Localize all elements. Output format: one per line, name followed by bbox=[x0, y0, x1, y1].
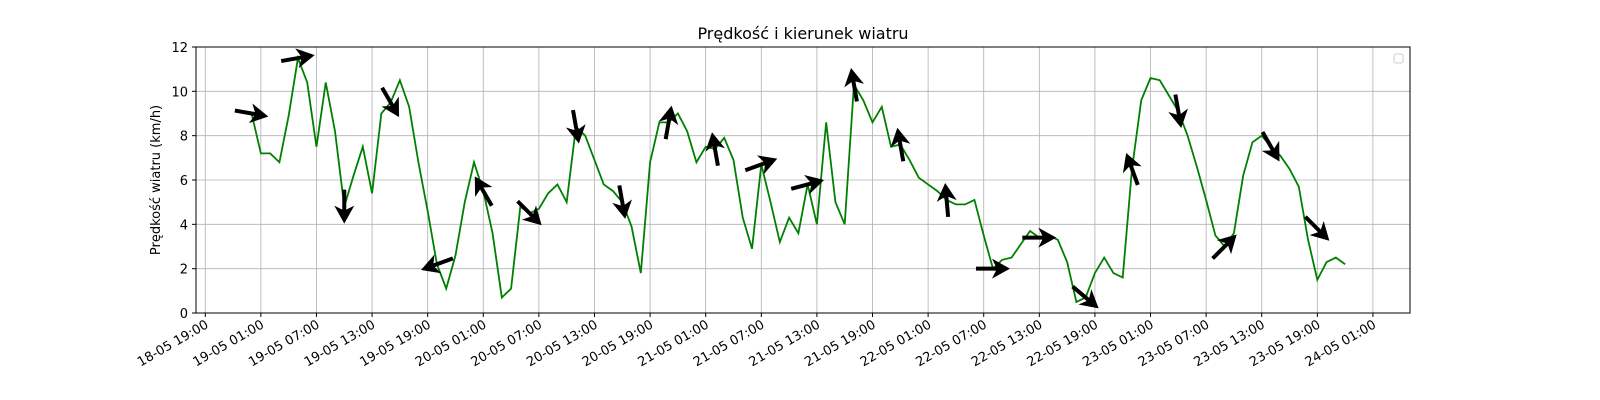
y-tick-label: 12 bbox=[171, 41, 188, 56]
wind-arrow bbox=[790, 175, 825, 195]
wind-arrow bbox=[1122, 152, 1142, 186]
wind-arrow bbox=[1022, 227, 1057, 248]
chart-title: Prędkość i kierunek wiatru bbox=[697, 24, 908, 43]
wind-arrow bbox=[1071, 285, 1099, 309]
wind-arrow bbox=[612, 185, 632, 219]
legend-box bbox=[1393, 53, 1404, 64]
y-tick-label: 0 bbox=[180, 307, 188, 322]
wind-arrow bbox=[936, 183, 957, 218]
y-axis-label: Prędkość wiatru (km/h) bbox=[149, 105, 164, 255]
wind-arrow bbox=[474, 176, 494, 207]
wind-arrow bbox=[516, 199, 542, 226]
wind-arrow bbox=[380, 86, 400, 118]
wind-arrow bbox=[420, 254, 454, 274]
wind-arrow bbox=[234, 103, 269, 124]
axes-frame bbox=[195, 46, 1411, 314]
wind-arrow bbox=[975, 258, 1010, 279]
y-tick-label: 8 bbox=[180, 130, 188, 145]
y-tick-label: 10 bbox=[171, 85, 188, 100]
wind-arrow bbox=[1260, 131, 1280, 162]
wind-arrow bbox=[565, 109, 586, 144]
wind-arrow bbox=[1168, 94, 1188, 129]
wind-arrow bbox=[334, 189, 355, 224]
wind-arrow bbox=[1303, 215, 1330, 241]
speed-line bbox=[250, 54, 1346, 304]
y-tick-label: 4 bbox=[180, 218, 188, 233]
y-tick-label: 2 bbox=[180, 263, 188, 278]
wind-arrow bbox=[844, 67, 864, 102]
wind-arrow bbox=[744, 155, 778, 175]
wind-arrow bbox=[280, 48, 315, 69]
y-tick-label: 6 bbox=[180, 174, 188, 189]
wind-arrow bbox=[890, 127, 911, 162]
wind-arrow bbox=[705, 132, 725, 167]
wind-arrow bbox=[1211, 234, 1237, 260]
wind-arrow bbox=[658, 105, 679, 140]
